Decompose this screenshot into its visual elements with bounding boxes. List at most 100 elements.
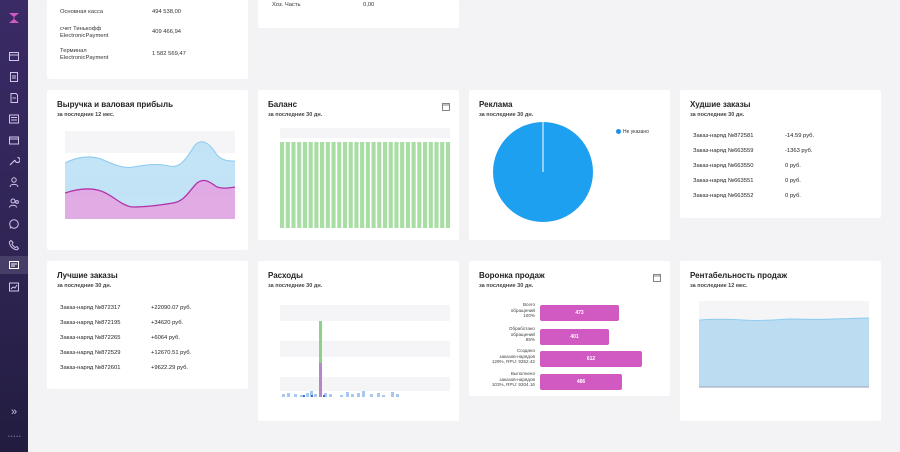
profitability-card: Рентабельность продаж за последние 12 ме…	[680, 261, 881, 421]
balance-bar[interactable]	[394, 142, 399, 228]
balance-bar[interactable]	[325, 142, 330, 228]
order-label[interactable]: Заказ-наряд №663559	[693, 148, 754, 154]
card-subtitle: за последние 30 дн.	[690, 112, 745, 118]
list-icon[interactable]	[8, 113, 20, 125]
clipboard-icon[interactable]	[8, 71, 20, 83]
funnel-bar[interactable]: 612	[540, 351, 642, 367]
balance-bar[interactable]	[440, 142, 445, 228]
funnel-label-line: 129%, RPU: 9352.42	[491, 359, 535, 365]
calendar-icon[interactable]	[8, 50, 20, 62]
card-menu-icon[interactable]	[442, 98, 450, 111]
funnel-label-line: обращений	[510, 307, 535, 313]
order-label[interactable]: Заказ-наряд №663552	[693, 193, 754, 199]
funnel-label-line: 100%	[523, 313, 535, 319]
balance-bar[interactable]	[411, 142, 416, 228]
card-title: Реклама	[479, 100, 513, 109]
card-subtitle: за последние 30 дн.	[57, 283, 112, 289]
revenue-chart	[65, 131, 235, 219]
balance-bar[interactable]	[297, 142, 302, 228]
funnel-card: Воронка продаж за последние 30 дн. Всего…	[469, 261, 670, 396]
funnel-label-line: обращений	[510, 331, 535, 337]
balance-bar[interactable]	[331, 142, 336, 228]
order-label[interactable]: Заказ-наряд №872529	[60, 350, 121, 356]
chart-board-icon[interactable]	[8, 281, 20, 293]
balance-bar[interactable]	[405, 142, 410, 228]
balance-bar[interactable]	[371, 142, 376, 228]
profitability-chart	[699, 301, 869, 388]
order-label[interactable]: Заказ-наряд №663550	[693, 163, 754, 169]
order-label[interactable]: Заказ-наряд №872265	[60, 335, 121, 341]
document-icon[interactable]	[8, 92, 20, 104]
order-value: 0 руб.	[785, 193, 801, 199]
balance-bar[interactable]	[342, 142, 348, 228]
pie-legend[interactable]: Не указано	[616, 129, 649, 135]
balance-bar[interactable]	[365, 142, 370, 228]
funnel-label-line: Создано	[516, 348, 535, 353]
card-menu-icon[interactable]	[653, 269, 661, 282]
balance-bar[interactable]	[382, 142, 388, 228]
card-subtitle: за последние 30 дн.	[479, 112, 534, 118]
funnel-stage-label: Всего обращений 100%	[477, 302, 535, 319]
reports-icon[interactable]	[8, 259, 20, 271]
card-subtitle: за последние 30 дн.	[268, 283, 323, 289]
order-label[interactable]: Заказ-наряд №872601	[60, 365, 121, 371]
balance-bar[interactable]	[337, 142, 342, 228]
funnel-bar[interactable]: 486	[540, 374, 622, 390]
balance-bar[interactable]	[360, 142, 365, 228]
balance-bar[interactable]	[280, 142, 285, 228]
funnel-stage-label: Обработано обращений 85%	[477, 326, 535, 343]
cash-row-value: 1 582 569,47	[152, 51, 186, 57]
funnel-label-line: Всего	[522, 302, 535, 307]
card-title: Лучшие заказы	[57, 271, 118, 280]
sidebar: » •••••	[0, 0, 28, 452]
order-label[interactable]: Заказ-наряд №872317	[60, 305, 121, 311]
order-label[interactable]: Заказ-наряд №663551	[693, 178, 754, 184]
sidebar-footer-dots: •••••	[8, 434, 22, 440]
card-title: Худшие заказы	[690, 100, 751, 109]
balance-bar[interactable]	[308, 142, 313, 228]
logo-icon[interactable]	[7, 11, 21, 25]
cash-row-label: Терминал ElectronicPayment	[60, 48, 109, 61]
wrench-icon[interactable]	[8, 155, 20, 167]
order-value: +12670.51 руб.	[151, 350, 192, 356]
ads-card: Реклама за последние 30 дн. Не указано	[469, 90, 670, 240]
balance-bar[interactable]	[314, 142, 319, 228]
balance-bar[interactable]	[434, 142, 439, 228]
ads-pie-chart	[493, 122, 593, 222]
whatsapp-icon[interactable]	[8, 218, 20, 230]
balance-bar[interactable]	[377, 142, 382, 228]
balance-bar[interactable]	[291, 142, 296, 228]
order-value: -14.59 руб.	[785, 133, 815, 139]
balance-bar[interactable]	[302, 142, 307, 228]
users-icon[interactable]	[8, 197, 20, 209]
balance-bar[interactable]	[400, 142, 405, 228]
order-value: +9622.29 руб.	[151, 365, 189, 371]
balance-bar[interactable]	[285, 142, 290, 228]
box-icon[interactable]	[8, 134, 20, 146]
card-subtitle: за последние 30 дн.	[479, 283, 534, 289]
funnel-bar[interactable]: 473	[540, 305, 619, 321]
funnel-bar[interactable]: 401	[540, 329, 609, 345]
funnel-label-line: заказов-нарядов	[499, 376, 535, 382]
order-label[interactable]: Заказ-наряд №872195	[60, 320, 121, 326]
balance-bar[interactable]	[445, 142, 450, 228]
hoz-card: Хоз. Часть 0,00	[258, 0, 459, 28]
card-title: Рентабельность продаж	[690, 271, 787, 280]
user-icon[interactable]	[8, 176, 20, 188]
best-orders-card: Лучшие заказы за последние 30 дн. Заказ-…	[47, 261, 248, 389]
balance-bar[interactable]	[354, 142, 359, 228]
balance-bar[interactable]	[348, 142, 353, 228]
balance-bar[interactable]	[428, 142, 433, 228]
balance-bar[interactable]	[388, 142, 393, 228]
expand-icon[interactable]: »	[10, 406, 18, 418]
worst-orders-card: Худшие заказы за последние 30 дн. Заказ-…	[680, 90, 881, 218]
balance-bar[interactable]	[423, 142, 428, 228]
balance-bar[interactable]	[320, 142, 325, 228]
cash-row-label: Основная касса	[60, 9, 103, 15]
phone-icon[interactable]	[8, 239, 20, 251]
order-label[interactable]: Заказ-наряд №872581	[693, 133, 754, 139]
order-value: +34620 руб.	[151, 320, 184, 326]
balance-bar[interactable]	[417, 142, 422, 228]
funnel-label-line: Обработано	[508, 326, 535, 331]
hoz-label: Хоз. Часть	[272, 2, 301, 8]
